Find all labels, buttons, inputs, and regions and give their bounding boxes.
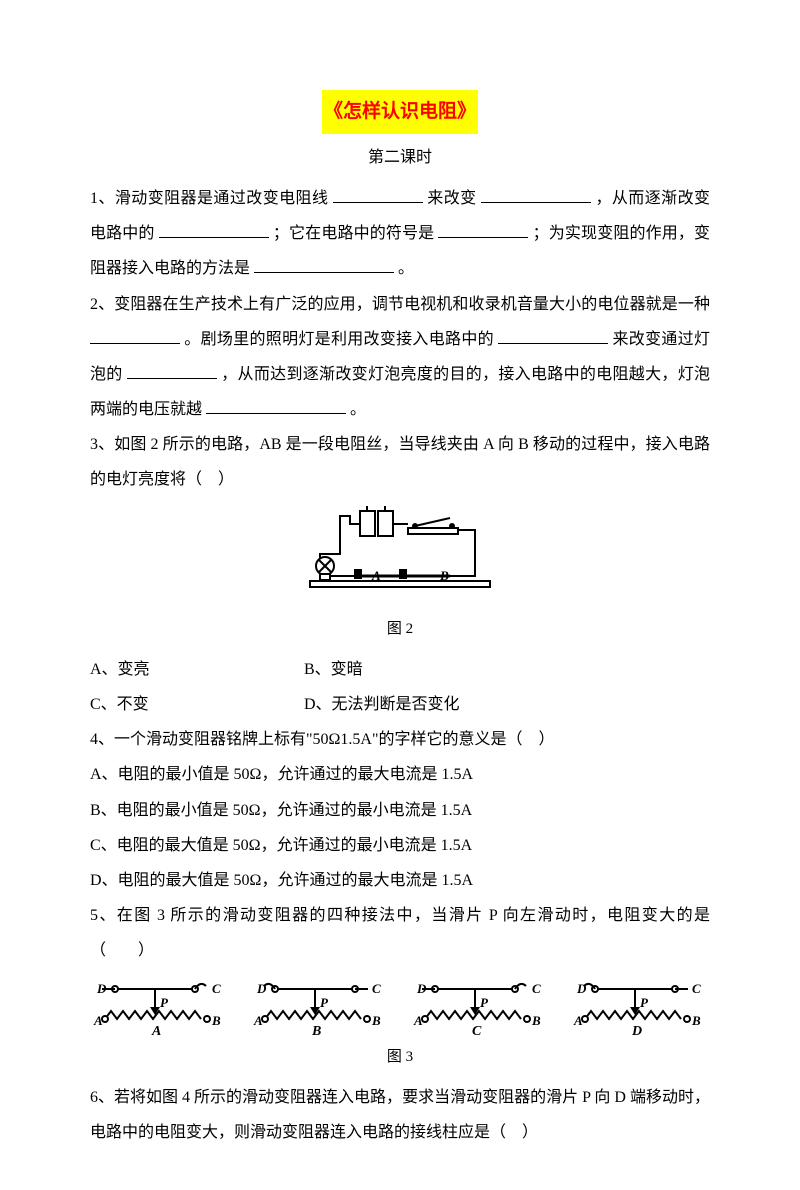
q4-optC: C、电阻的最大值是 50Ω，允许通过的最小电流是 1.5A	[90, 828, 710, 863]
svg-text:D: D	[256, 981, 267, 996]
worksheet-page: 《怎样认识电阻》 第二课时 1、滑动变阻器是通过改变电阻线 来改变 ，从而逐渐改…	[0, 0, 800, 1190]
svg-text:A: A	[253, 1013, 263, 1028]
svg-text:D: D	[96, 981, 107, 996]
q1-part2: 来改变	[427, 190, 476, 207]
question-3-stem: 3、如图 2 所示的电路，AB 是一段电阻丝，当导线夹由 A 向 B 移动的过程…	[90, 427, 710, 497]
svg-text:P: P	[480, 995, 489, 1010]
svg-text:P: P	[320, 995, 329, 1010]
svg-text:D: D	[416, 981, 427, 996]
q2-part1: 2、变阻器在生产技术上有广泛的应用，调节电视机和收录机音量大小的电位器就是一种	[90, 296, 710, 313]
q1-blank4[interactable]	[438, 221, 528, 238]
svg-text:A: A	[151, 1024, 161, 1039]
question-4-stem: 4、一个滑动变阻器铭牌上标有"50Ω1.5A"的字样它的意义是（ ）	[90, 722, 710, 757]
q3-optD: D、无法判断是否变化	[304, 687, 460, 722]
figure-3-caption: 图 3	[90, 1041, 710, 1074]
svg-text:A: A	[413, 1013, 423, 1028]
rheostat-D: D C A B P D	[570, 977, 710, 1039]
q1-part1: 1、滑动变阻器是通过改变电阻线	[90, 190, 328, 207]
figure-3: D C A B P A D C A B P B	[90, 977, 710, 1039]
q4-optA: A、电阻的最小值是 50Ω，允许通过的最大电流是 1.5A	[90, 757, 710, 792]
svg-text:C: C	[372, 981, 381, 996]
question-1: 1、滑动变阻器是通过改变电阻线 来改变 ，从而逐渐改变电路中的 ；它在电路中的符…	[90, 181, 710, 287]
q2-part2: 。剧场里的照明灯是利用改变接入电路中的	[184, 331, 494, 348]
rheostat-C: D C A B P C	[410, 977, 550, 1039]
q1-blank2[interactable]	[481, 186, 591, 203]
q2-blank2[interactable]	[498, 327, 608, 344]
svg-text:A: A	[573, 1013, 583, 1028]
figure-2: A B	[90, 506, 710, 609]
q1-part4: ；它在电路中的符号是	[273, 225, 434, 242]
svg-text:A: A	[371, 568, 381, 583]
svg-text:B: B	[691, 1013, 701, 1028]
q1-blank1[interactable]	[333, 186, 423, 203]
q1-blank5[interactable]	[254, 256, 394, 273]
q4-optD: D、电阻的最大值是 50Ω，允许通过的最大电流是 1.5A	[90, 863, 710, 898]
question-6-stem: 6、若将如图 4 所示的滑动变阻器连入电路，要求当滑动变阻器的滑片 P 向 D …	[90, 1080, 710, 1150]
q3-optA: A、变亮	[90, 652, 300, 687]
q3-row2: C、不变 D、无法判断是否变化	[90, 687, 710, 722]
page-subtitle: 第二课时	[90, 140, 710, 175]
figure-2-caption: 图 2	[90, 613, 710, 646]
q3-optB: B、变暗	[304, 652, 363, 687]
svg-text:B: B	[371, 1013, 381, 1028]
q2-end: 。	[350, 401, 366, 418]
svg-text:C: C	[212, 981, 221, 996]
svg-text:P: P	[160, 995, 169, 1010]
q3-row1: A、变亮 B、变暗	[90, 652, 710, 687]
svg-text:A: A	[93, 1013, 103, 1028]
svg-text:C: C	[472, 1024, 482, 1039]
question-5-stem: 5、在图 3 所示的滑动变阻器的四种接法中，当滑片 P 向左滑动时，电阻变大的是…	[90, 898, 710, 968]
q2-blank3[interactable]	[127, 362, 217, 379]
svg-text:C: C	[692, 981, 701, 996]
q4-optB: B、电阻的最小值是 50Ω，允许通过的最小电流是 1.5A	[90, 793, 710, 828]
q1-end: 。	[398, 260, 414, 277]
svg-text:D: D	[631, 1024, 642, 1039]
svg-text:P: P	[640, 995, 649, 1010]
svg-text:C: C	[532, 981, 541, 996]
rheostat-B: D C A B P B	[250, 977, 390, 1039]
question-2: 2、变阻器在生产技术上有广泛的应用，调节电视机和收录机音量大小的电位器就是一种 …	[90, 287, 710, 428]
svg-text:B: B	[531, 1013, 541, 1028]
q2-blank4[interactable]	[206, 397, 346, 414]
q3-optC: C、不变	[90, 687, 300, 722]
page-title: 《怎样认识电阻》	[322, 90, 478, 134]
svg-text:B: B	[211, 1013, 221, 1028]
svg-text:B: B	[311, 1024, 321, 1039]
title-row: 《怎样认识电阻》	[90, 90, 710, 134]
svg-text:B: B	[439, 568, 449, 583]
svg-text:D: D	[576, 981, 587, 996]
rheostat-A: D C A B P A	[90, 977, 230, 1039]
q1-blank3[interactable]	[159, 221, 269, 238]
q2-blank1[interactable]	[90, 327, 180, 344]
